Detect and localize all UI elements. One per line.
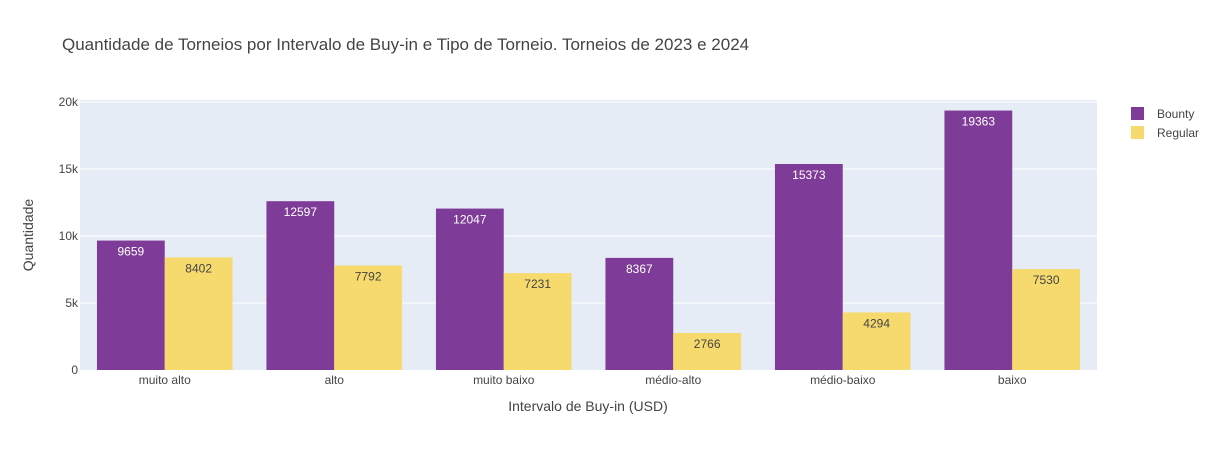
bar-value-label: 12597 [284, 205, 318, 219]
bar-value-label: 4294 [863, 316, 890, 330]
x-tick-label: baixo [998, 373, 1027, 387]
bar-bounty[interactable] [774, 164, 843, 370]
y-tick-label: 10k [59, 229, 79, 243]
bar-value-label: 7792 [355, 270, 382, 284]
bar-bounty[interactable] [96, 240, 165, 370]
bar-regular[interactable] [164, 257, 233, 370]
bar-regular[interactable] [1012, 269, 1081, 370]
legend-swatch-regular [1131, 126, 1144, 139]
x-tick-label: alto [325, 373, 345, 387]
bar-regular[interactable] [842, 312, 911, 370]
x-axis-title: Intervalo de Buy-in (USD) [508, 398, 668, 414]
bar-value-label: 19363 [962, 115, 996, 129]
y-tick-label: 15k [59, 162, 79, 176]
y-axis-title: Quantidade [20, 199, 36, 272]
x-axis-ticks: muito alto alto muito baixo médio-alto médio… [139, 373, 1027, 387]
legend-swatch-bounty [1131, 107, 1144, 120]
bar-labels: 9659 8402 12597 7792 12047 7231 8367 2766 15373 4… [117, 115, 1059, 351]
bar-regular[interactable] [334, 265, 403, 370]
bar-value-label: 8402 [185, 261, 212, 275]
x-tick-label: muito baixo [473, 373, 535, 387]
bar-value-label: 15373 [792, 168, 826, 182]
bar-regular[interactable] [503, 273, 572, 370]
bar-value-label: 7231 [524, 277, 551, 291]
bar-value-label: 9659 [117, 245, 144, 259]
legend[interactable]: Bounty Regular [1131, 107, 1199, 140]
y-tick-label: 5k [65, 296, 79, 310]
bar-bounty[interactable] [944, 110, 1013, 370]
bar-value-label: 7530 [1033, 273, 1060, 287]
bar-bounty[interactable] [266, 201, 335, 370]
legend-label-regular[interactable]: Regular [1157, 126, 1199, 140]
bars [96, 110, 1081, 370]
gridlines [80, 101, 1097, 304]
x-tick-label: médio-baixo [810, 373, 876, 387]
bar-value-label: 2766 [694, 337, 721, 351]
bar-value-label: 8367 [626, 262, 653, 276]
y-tick-label: 20k [59, 95, 79, 109]
x-tick-label: médio-alto [645, 373, 701, 387]
x-tick-label: muito alto [139, 373, 191, 387]
y-axis-ticks: 0 5k 10k 15k 20k [59, 95, 79, 377]
bar-regular[interactable] [673, 332, 742, 370]
bar-bounty[interactable] [605, 257, 674, 370]
bar-value-label: 12047 [453, 213, 487, 227]
y-tick-label: 0 [71, 363, 78, 377]
chart-title: Quantidade de Torneios por Intervalo de … [62, 35, 749, 54]
plot-background [80, 100, 1097, 370]
bar-bounty[interactable] [435, 208, 504, 370]
legend-label-bounty[interactable]: Bounty [1157, 107, 1194, 121]
